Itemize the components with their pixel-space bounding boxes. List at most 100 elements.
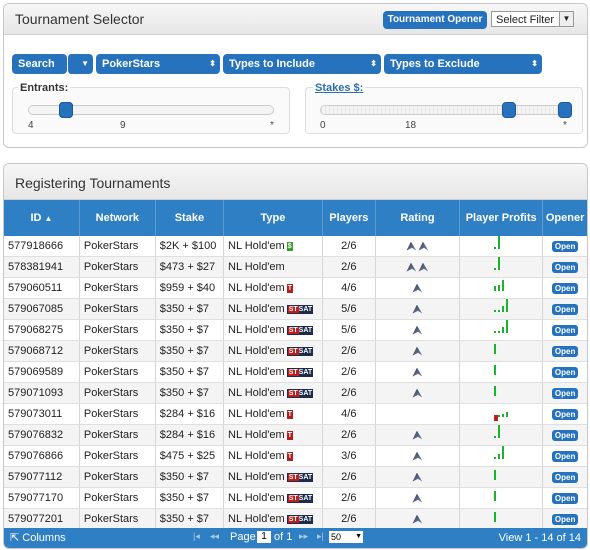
bounty-badge-icon: $ [286, 241, 293, 251]
types-exclude-select[interactable]: Types to Exclude ⬍ [384, 54, 542, 74]
chevron-down-icon: ▼ [355, 533, 362, 540]
open-button[interactable]: Open [551, 241, 579, 252]
table-row[interactable]: 579069589 PokerStars $350 + $7 NL Hold'em ST… [4, 361, 587, 383]
stakes-tick-mid: 18 [405, 120, 417, 131]
cell-player-profits [459, 298, 544, 320]
cell-stake: $350 + $7 [155, 487, 225, 509]
player-profits-sparkline [490, 299, 512, 316]
column-header-rating[interactable]: Rating [375, 200, 461, 236]
cell-stake: $350 + $7 [155, 340, 225, 362]
cell-stake: $284 + $16 [155, 424, 225, 446]
cell-id: 577918666 [4, 236, 80, 257]
open-button[interactable]: Open [551, 493, 579, 504]
stakes-max-handle[interactable] [558, 102, 572, 118]
search-dropdown-button[interactable]: ▼ [67, 54, 93, 74]
table-row[interactable]: 578381941 PokerStars $473 + $27 NL Hold'em 2… [4, 256, 587, 278]
profit-bar [498, 425, 501, 438]
open-button[interactable]: Open [551, 325, 579, 336]
table-row[interactable]: 579077170 PokerStars $350 + $7 NL Hold'em ST… [4, 487, 587, 509]
table-row[interactable]: 579060511 PokerStars $959 + $40 NL Hold'em T… [4, 277, 587, 299]
open-button[interactable]: Open [551, 283, 579, 294]
table-row[interactable]: 579077112 PokerStars $350 + $7 NL Hold'em ST… [4, 466, 587, 488]
selector-title: Tournament Selector [15, 11, 145, 27]
table-row[interactable]: 579068712 PokerStars $350 + $7 NL Hold'em ST… [4, 340, 587, 362]
table-row[interactable]: 577918666 PokerStars $2K + $100 NL Hold'em $… [4, 236, 587, 257]
cell-rating [375, 361, 461, 383]
filter-select[interactable]: Select Filter ▼ [491, 11, 574, 27]
table-row[interactable]: 579076866 PokerStars $475 + $25 NL Hold'em T… [4, 445, 587, 467]
cell-id: 579068712 [4, 340, 80, 362]
cell-type: NL Hold'em STSAT [223, 361, 323, 383]
cell-player-profits [459, 361, 544, 383]
cell-player-profits [459, 487, 544, 509]
cell-network: PokerStars [79, 466, 156, 488]
types-include-select[interactable]: Types to Include ⬍ [223, 54, 381, 74]
column-header-player-profits[interactable]: Player Profits [459, 200, 544, 236]
table-row[interactable]: 579071093 PokerStars $350 + $7 NL Hold'em ST… [4, 382, 587, 404]
entrants-max-handle[interactable] [59, 102, 73, 118]
profit-bar [498, 257, 501, 270]
column-header-network[interactable]: Network [79, 200, 156, 236]
open-button[interactable]: Open [551, 367, 579, 378]
page-input[interactable]: 1 [257, 531, 271, 543]
stakes-label[interactable]: Stakes $: [313, 82, 366, 94]
type-label: NL Hold'em [228, 261, 285, 273]
first-page-icon[interactable]: |◂ [193, 531, 200, 541]
prev-page-icon[interactable]: ◂◂ [210, 531, 220, 541]
search-label: Search [18, 58, 55, 70]
table-row[interactable]: 579067085 PokerStars $350 + $7 NL Hold'em ST… [4, 298, 587, 320]
player-profits-sparkline [490, 491, 512, 505]
cell-id: 579060511 [4, 277, 80, 299]
open-button[interactable]: Open [551, 388, 579, 399]
shark-rating-icon [412, 346, 423, 356]
next-page-icon[interactable]: ▸▸ [299, 531, 309, 541]
profit-bar [494, 344, 497, 354]
tournament-opener-button[interactable]: Tournament Opener [383, 11, 487, 29]
network-select[interactable]: PokerStars ⬍ [96, 54, 220, 74]
profit-bar [494, 512, 497, 522]
stakes-slider-track[interactable] [320, 105, 572, 115]
last-page-icon[interactable]: ▸| [317, 531, 324, 541]
column-header-players[interactable]: Players [322, 200, 376, 236]
cell-type: NL Hold'em STSAT [223, 340, 323, 362]
search-button[interactable]: Search [12, 54, 67, 74]
open-button[interactable]: Open [551, 514, 579, 525]
cell-opener: Open [542, 298, 587, 320]
profit-bar [498, 310, 501, 312]
table-row[interactable]: 579068275 PokerStars $350 + $7 NL Hold'em ST… [4, 319, 587, 341]
open-button[interactable]: Open [551, 409, 579, 420]
profit-bar [494, 436, 497, 438]
profit-bar [498, 236, 501, 249]
column-header-id[interactable]: ID ▲ [4, 200, 80, 236]
entrants-slider-track[interactable] [28, 105, 274, 115]
cell-id: 578381941 [4, 256, 80, 278]
open-button[interactable]: Open [551, 304, 579, 315]
table-row[interactable]: 579077201 PokerStars $350 + $7 NL Hold'em ST… [4, 508, 587, 530]
column-header-opener[interactable]: Opener [542, 200, 587, 236]
cell-id: 579069589 [4, 361, 80, 383]
cell-stake: $350 + $7 [155, 298, 225, 320]
chevron-down-icon: ▼ [81, 59, 89, 68]
open-button[interactable]: Open [551, 430, 579, 441]
page-size-select[interactable]: 50 ▼ [329, 531, 363, 543]
player-profits-sparkline [490, 279, 512, 295]
cell-player-profits [459, 466, 544, 488]
cell-stake: $350 + $7 [155, 382, 225, 404]
entrants-tick-min: 4 [28, 120, 34, 131]
column-header-stake[interactable]: Stake [155, 200, 225, 236]
column-header-type[interactable]: Type [223, 200, 323, 236]
registering-header: Registering Tournaments [4, 164, 587, 200]
columns-button[interactable]: ⇱ Columns [10, 531, 66, 544]
stakes-min-handle[interactable] [502, 102, 516, 118]
cell-rating [375, 424, 461, 446]
cell-players: 2/6 [322, 340, 376, 362]
open-button[interactable]: Open [551, 451, 579, 462]
open-button[interactable]: Open [551, 472, 579, 483]
open-button[interactable]: Open [551, 346, 579, 357]
table-row[interactable]: 579076832 PokerStars $284 + $16 NL Hold'em T… [4, 424, 587, 446]
table-row[interactable]: 579073011 PokerStars $284 + $16 NL Hold'em T… [4, 403, 587, 425]
cell-network: PokerStars [79, 361, 156, 383]
open-button[interactable]: Open [551, 262, 579, 273]
type-label: NL Hold'em [228, 240, 285, 252]
cell-rating [375, 236, 461, 257]
